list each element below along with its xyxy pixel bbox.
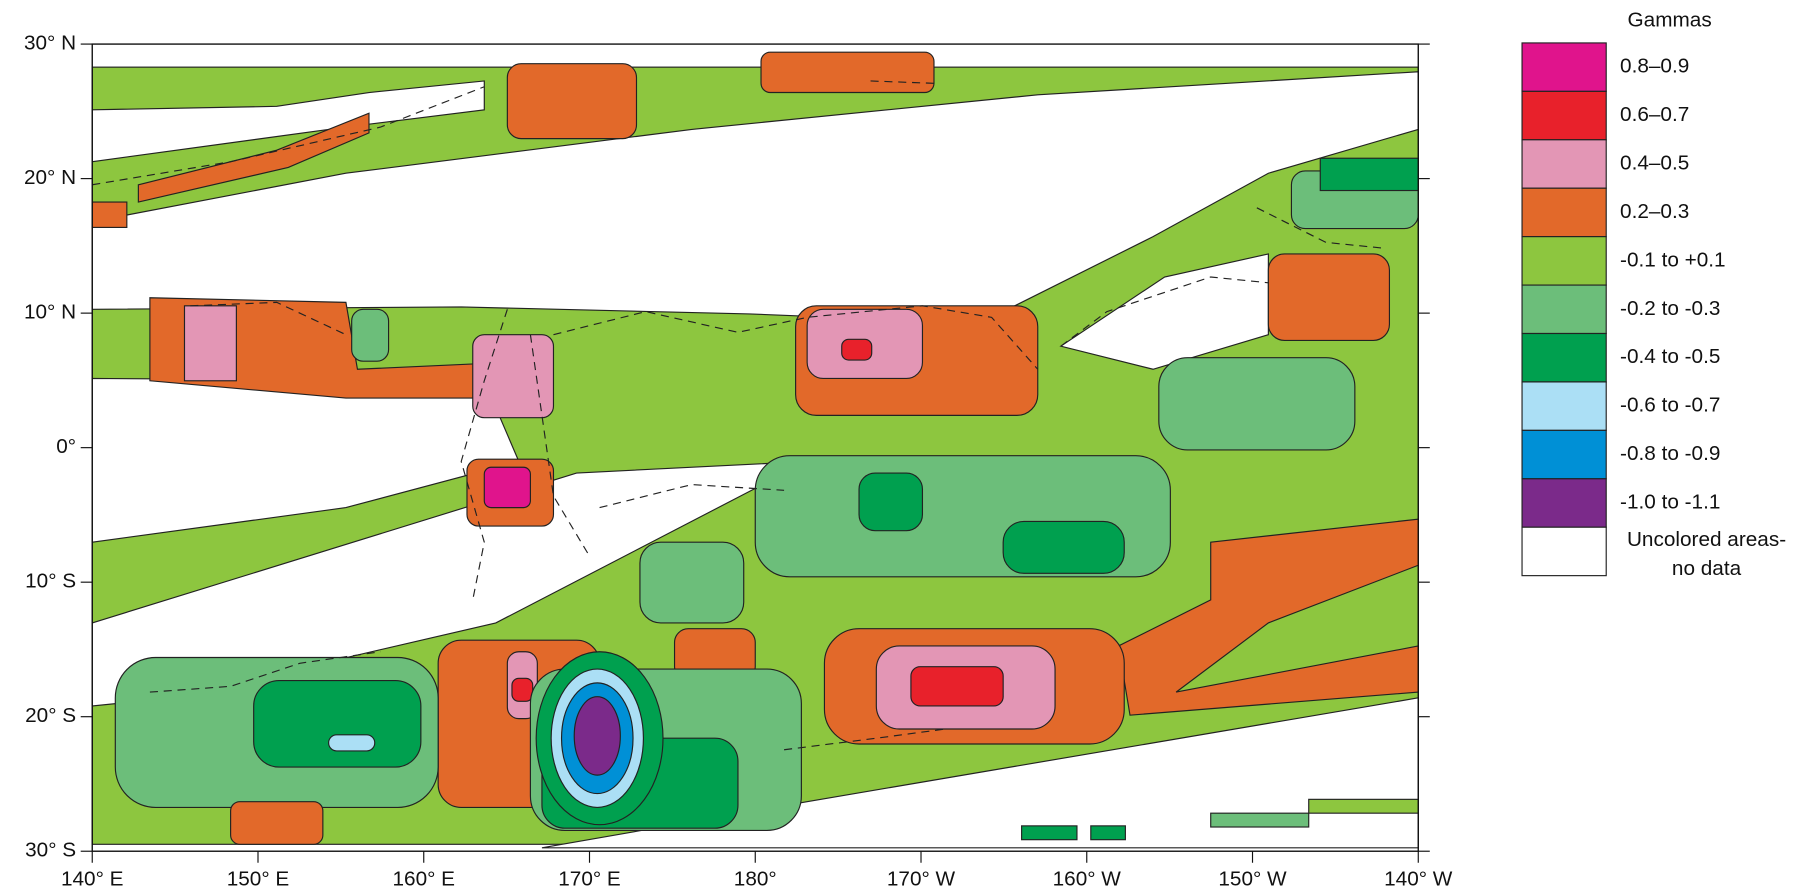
region [761, 52, 934, 92]
legend-label: 0.6–0.7 [1620, 103, 1689, 126]
lon-tick-label: 140° W [1384, 868, 1453, 891]
lon-tick-label: 160° W [1053, 868, 1122, 891]
lat-tick-label: 10° S [25, 570, 76, 593]
lat-tick-label: 0° [56, 435, 76, 458]
region [352, 309, 389, 361]
region [1211, 813, 1309, 827]
legend-label: 0.2–0.3 [1620, 200, 1689, 223]
legend-label: -0.6 to -0.7 [1620, 394, 1720, 417]
legend-label: -1.0 to -1.1 [1620, 490, 1720, 513]
lon-tick-label: 180° [734, 868, 777, 891]
region [640, 542, 744, 623]
region [1320, 158, 1418, 190]
region [473, 335, 554, 418]
region [484, 467, 530, 507]
lon-tick-label: 170° W [887, 868, 956, 891]
map-figure: 30° N 20° N 10° N 0° 10° S 20° S 30° S 140° E 15… [0, 0, 1808, 893]
lat-tick-label: 10° N [24, 301, 76, 324]
legend-swatch [1522, 237, 1606, 285]
lon-tick-label: 160° E [392, 868, 455, 891]
region [507, 64, 636, 139]
lon-tick-label: 150° E [227, 868, 290, 891]
lat-tick-label: 20° S [25, 704, 76, 727]
region [1309, 799, 1419, 813]
legend-swatch [1522, 140, 1606, 188]
lat-tick-label: 30° S [25, 839, 76, 862]
legend-label: -0.4 to -0.5 [1620, 345, 1720, 368]
region [574, 697, 620, 775]
legend-swatch [1522, 430, 1606, 478]
lon-tick-label: 140° E [61, 868, 124, 891]
legend-swatch [1522, 479, 1606, 527]
lat-tick-label: 20° N [24, 166, 76, 189]
region [512, 678, 533, 701]
legend-swatch [1522, 527, 1606, 575]
legend-label: -0.2 to -0.3 [1620, 297, 1720, 320]
legend-swatch [1522, 188, 1606, 236]
legend-label: -0.1 to +0.1 [1620, 248, 1726, 271]
region [911, 667, 1003, 706]
region [1022, 826, 1077, 840]
legend: Gammas 0.8–0.9 0.6–0.7 0.4–0.5 0.2–0.3 -0.1 … [1522, 9, 1786, 581]
lon-tick-label: 150° W [1218, 868, 1287, 891]
lat-tick-label: 30° N [24, 32, 76, 55]
legend-label: 0.4–0.5 [1620, 151, 1689, 174]
legend-title: Gammas [1628, 9, 1712, 32]
legend-label: -0.8 to -0.9 [1620, 442, 1720, 465]
region [1091, 826, 1126, 840]
region [1159, 358, 1355, 450]
legend-swatch [1522, 382, 1606, 430]
region [1268, 254, 1389, 340]
region [842, 339, 872, 360]
lon-tick-label: 170° E [558, 868, 621, 891]
legend-swatch [1522, 43, 1606, 91]
legend-label: Uncolored areas-no data [1627, 529, 1786, 581]
legend-label: 0.8–0.9 [1620, 55, 1689, 78]
region [92, 202, 127, 227]
map-regions [92, 52, 1418, 848]
legend-swatch [1522, 91, 1606, 139]
region [859, 473, 922, 531]
region [231, 802, 323, 845]
region [1003, 521, 1124, 573]
legend-swatch [1522, 334, 1606, 382]
region [329, 735, 375, 751]
region [184, 306, 236, 381]
region [254, 681, 421, 767]
legend-swatch [1522, 285, 1606, 333]
